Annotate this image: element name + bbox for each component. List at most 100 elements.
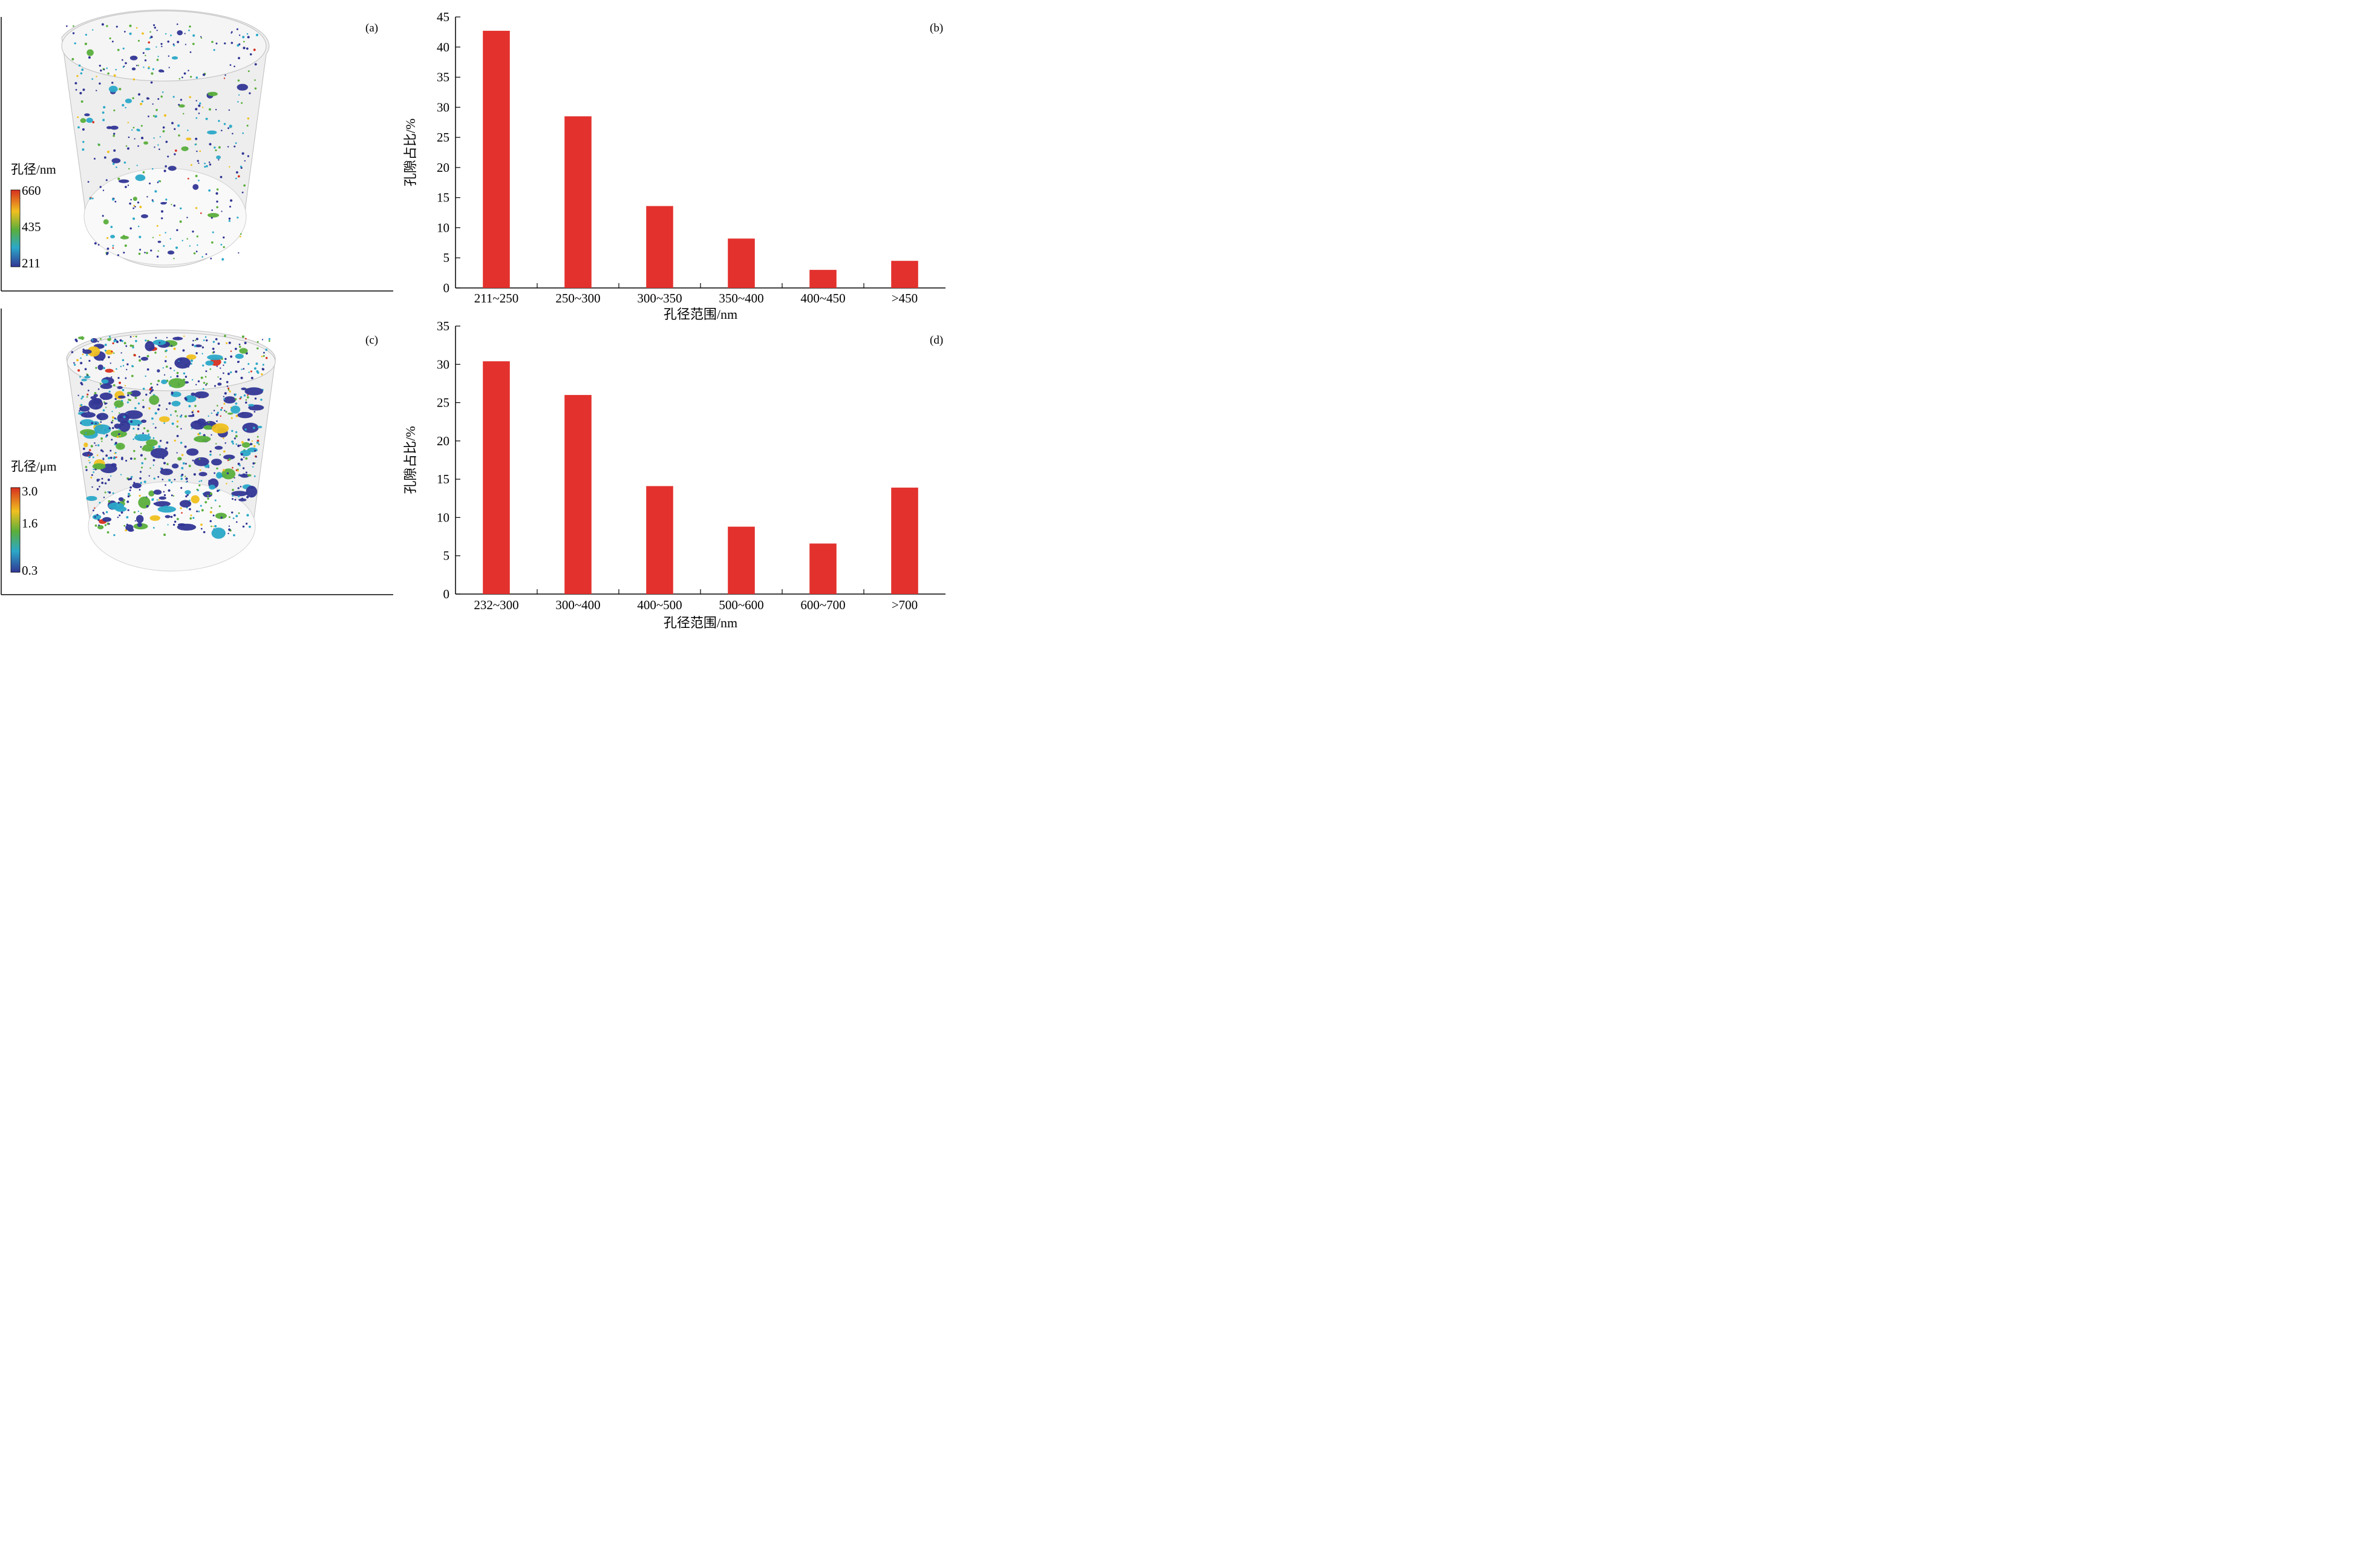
pore [231, 511, 234, 514]
pore [196, 235, 198, 238]
pore [137, 201, 140, 204]
pore [231, 480, 234, 483]
pore [139, 235, 142, 238]
pore [189, 25, 191, 28]
pore [94, 524, 97, 527]
pore [154, 146, 155, 148]
pore [92, 456, 94, 459]
pore [138, 356, 140, 358]
pore [245, 338, 247, 340]
pore [195, 338, 198, 341]
pore [228, 109, 230, 111]
pore [104, 350, 107, 352]
pore [168, 402, 171, 405]
pore [240, 452, 243, 456]
pore [211, 41, 214, 44]
pore [224, 410, 226, 411]
pore [180, 477, 183, 480]
pore [175, 149, 177, 152]
pore [120, 352, 122, 354]
pore [161, 217, 163, 220]
pore [125, 186, 127, 188]
pore [88, 460, 90, 462]
pore [135, 335, 137, 338]
pore [163, 245, 165, 247]
pore [94, 391, 97, 394]
pore [125, 345, 128, 347]
pore [192, 414, 195, 416]
pore [111, 439, 113, 441]
pore [158, 404, 161, 407]
pore [224, 74, 226, 76]
pore [137, 225, 140, 227]
pore [224, 335, 226, 338]
pore [95, 445, 97, 446]
pore [256, 441, 259, 444]
pore [113, 134, 116, 137]
pore [97, 388, 100, 390]
pore [206, 339, 208, 342]
pore [268, 340, 270, 342]
pore [80, 100, 83, 103]
pore [168, 67, 170, 68]
pore [212, 514, 215, 517]
pore [101, 23, 104, 26]
pore [231, 440, 234, 443]
pore [96, 76, 97, 77]
pore [256, 370, 259, 373]
pore [176, 371, 179, 374]
pore [118, 497, 124, 501]
pore [106, 247, 109, 250]
pore [114, 442, 117, 445]
panel-label: (b) [930, 22, 943, 34]
pore [106, 252, 109, 255]
pore [171, 203, 172, 206]
pore [122, 389, 125, 391]
pore [174, 479, 176, 481]
pore [105, 368, 114, 373]
pore [195, 100, 197, 102]
pore [211, 423, 229, 434]
pore [249, 408, 252, 410]
pore [97, 444, 100, 446]
pore [195, 108, 198, 111]
pore [116, 166, 117, 168]
pore [240, 165, 242, 168]
pore [253, 48, 256, 51]
pore [91, 339, 94, 341]
pore [220, 244, 223, 246]
pore [165, 356, 167, 358]
pore [245, 401, 247, 404]
pore [119, 420, 131, 432]
pore [184, 415, 188, 418]
pore [89, 197, 92, 200]
pore [165, 484, 166, 486]
pore [154, 190, 157, 193]
pore [177, 124, 180, 127]
pore [157, 98, 160, 100]
pore [199, 102, 201, 105]
pore [245, 457, 248, 460]
pore [148, 97, 150, 100]
pore [223, 246, 225, 249]
x-tick-label: 232~300 [474, 598, 518, 612]
pore [227, 146, 229, 148]
pore [88, 359, 91, 362]
pore [160, 201, 167, 205]
pore [145, 393, 148, 396]
pore [183, 335, 185, 337]
pore [228, 458, 231, 461]
pore [208, 108, 211, 111]
pore [237, 79, 240, 82]
pore [110, 125, 119, 130]
pore [209, 520, 212, 523]
pore [115, 407, 117, 409]
x-tick-label: 350~400 [719, 291, 763, 305]
pore [84, 113, 90, 117]
pore [225, 411, 227, 413]
pore [200, 528, 203, 530]
pore [100, 421, 102, 423]
pore [183, 72, 186, 75]
pore [145, 54, 146, 56]
pore [146, 196, 148, 198]
